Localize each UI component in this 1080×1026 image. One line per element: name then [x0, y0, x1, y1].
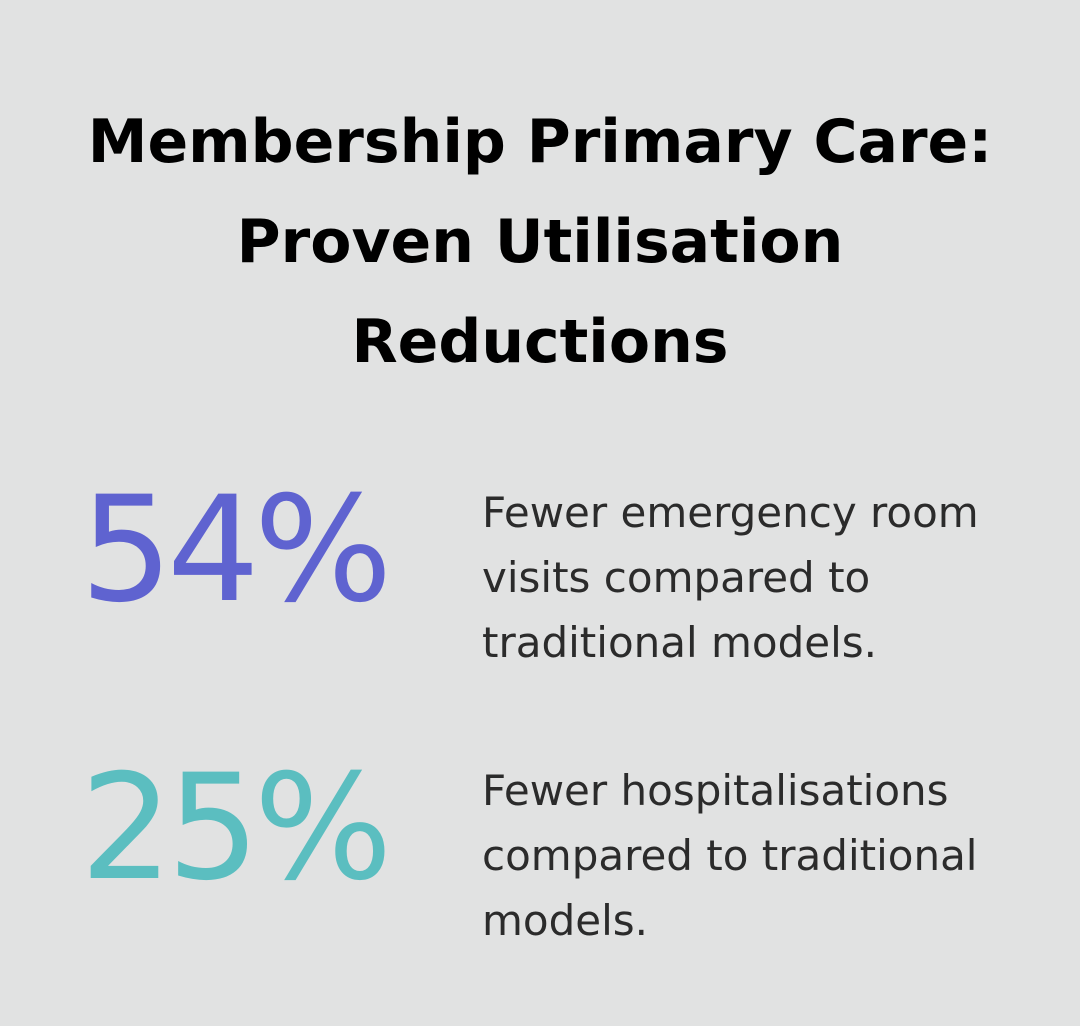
stat-description: Fewer emergency room visits compared to … — [482, 488, 979, 667]
stat: 25% Fewer hospitalisations compared to t… — [0, 728, 1080, 945]
stat: 54% Fewer emergency room visits compared… — [0, 450, 1080, 667]
stat-figure: 25% — [80, 743, 393, 913]
stat-figure: 54% — [80, 465, 393, 635]
title: Membership Primary Care: Proven Utilisat… — [87, 107, 993, 377]
stat-description: Fewer hospitalisations compared to tradi… — [482, 766, 978, 945]
